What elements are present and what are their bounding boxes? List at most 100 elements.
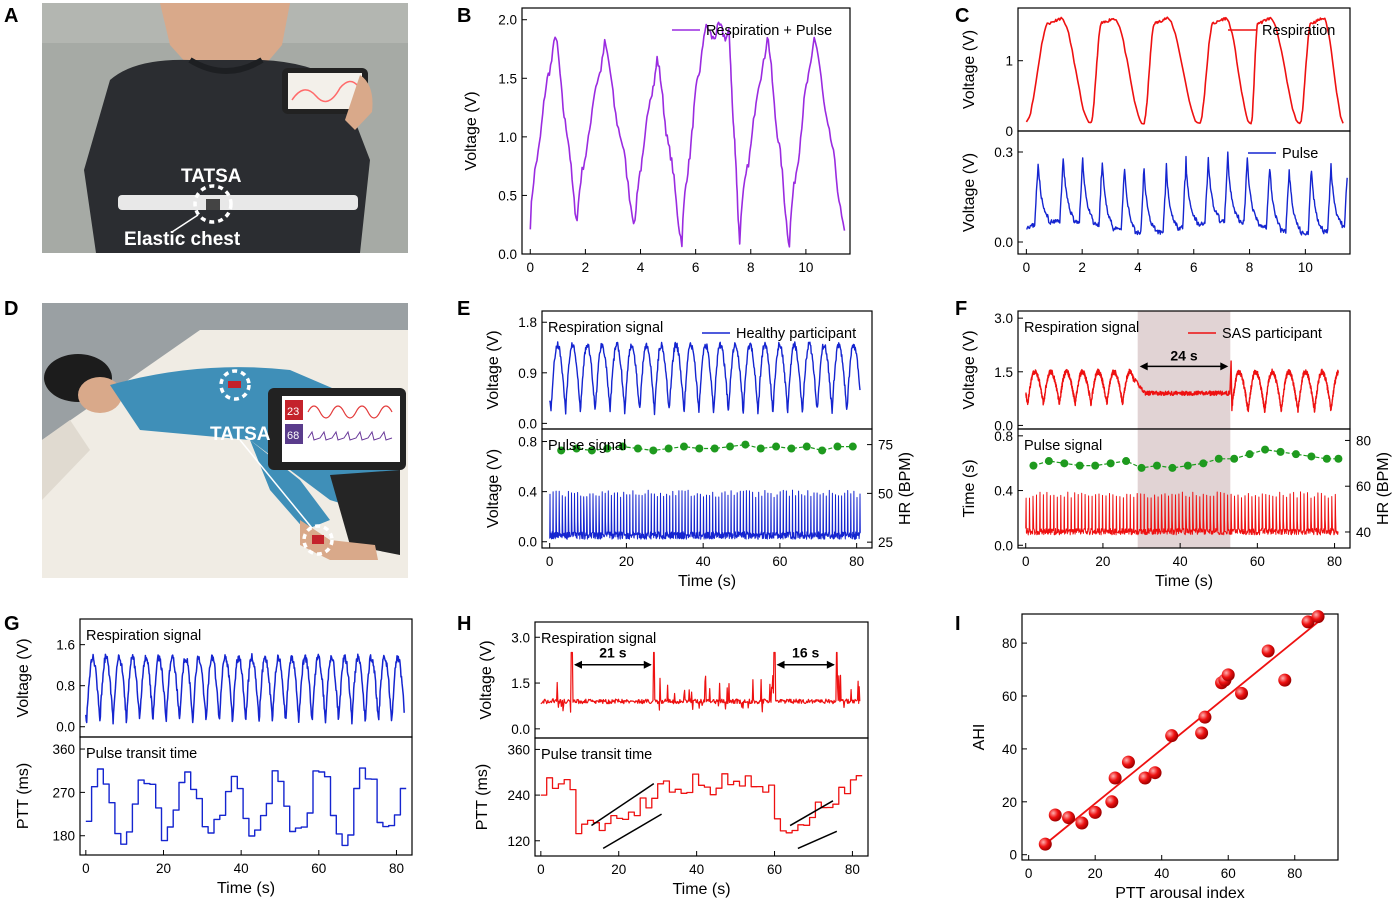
scatter-point-10 bbox=[1165, 729, 1179, 743]
ytick-label-f2-1: 0.4 bbox=[994, 484, 1013, 499]
xtick-label-e2-3: 60 bbox=[772, 554, 787, 569]
xtick-label-f2-0: 0 bbox=[1022, 554, 1030, 569]
ylabel-h2: PTT (ms) bbox=[474, 764, 491, 830]
chart-g-ptt: 180 270 360 0 20 40 60 80 Pulse transit time PTT … bbox=[15, 736, 413, 897]
gap-arrowhead-left-f1 bbox=[1139, 362, 1148, 371]
xtick-label-i-4: 80 bbox=[1287, 866, 1302, 881]
panel-letter-b: B bbox=[457, 5, 471, 27]
hr-point-f-6 bbox=[1122, 457, 1131, 466]
ytick-label-g2-1: 270 bbox=[52, 785, 75, 800]
xtick-label-e2-1: 20 bbox=[619, 554, 634, 569]
hr-point-e-3 bbox=[603, 444, 612, 453]
ylabel-g1: Voltage (V) bbox=[15, 638, 32, 717]
series-line-pulse-healthy bbox=[549, 489, 861, 540]
xtick-label-i-1: 20 bbox=[1088, 866, 1103, 881]
hr-point-f-18 bbox=[1307, 452, 1316, 461]
scatter-point-20 bbox=[1311, 610, 1325, 624]
chart-e-pulse: 0.0 0.4 0.8 0 20 40 60 80 25 50 75 Pulse signal Volt… bbox=[485, 428, 914, 590]
ylabel-i: AHI bbox=[971, 724, 988, 751]
xtick-label-b-1: 2 bbox=[582, 260, 590, 275]
ylabel-right-f2: HR (BPM) bbox=[1375, 452, 1392, 525]
scatter-point-17 bbox=[1261, 644, 1275, 658]
inset-label-e1: Respiration signal bbox=[548, 320, 663, 336]
inset-label-f1: Respiration signal bbox=[1024, 320, 1139, 336]
hr-point-f-9 bbox=[1168, 463, 1177, 472]
photo-a-chest-sensor: TATSA Elastic chest bbox=[42, 3, 408, 254]
hr-point-f-1 bbox=[1044, 457, 1053, 466]
inset-label-f2: Pulse signal bbox=[1024, 438, 1102, 454]
hr-point-f-5 bbox=[1106, 459, 1115, 468]
series-line-ptt-h bbox=[540, 773, 863, 835]
inset-label-h1: Respiration signal bbox=[541, 631, 656, 647]
xlabel-f2: Time (s) bbox=[1155, 573, 1213, 590]
xlabel-g2: Time (s) bbox=[217, 880, 275, 897]
scatter-point-12 bbox=[1198, 710, 1212, 724]
hr-point-f-19 bbox=[1322, 454, 1331, 463]
ytick-label-f1-0: 0.0 bbox=[994, 418, 1013, 433]
xtick-label-g2-1: 20 bbox=[156, 861, 171, 876]
ytick-label-g2-2: 360 bbox=[52, 742, 75, 757]
hr-point-f-8 bbox=[1152, 461, 1161, 470]
hr-point-f-17 bbox=[1291, 450, 1300, 459]
hr-point-e-12 bbox=[741, 440, 750, 449]
ytick-label-b-2: 1.0 bbox=[498, 130, 517, 145]
ytick-label-h2-2: 360 bbox=[507, 742, 530, 757]
scatter-point-4 bbox=[1088, 805, 1102, 819]
hr-point-e-16 bbox=[802, 442, 811, 451]
xlabel-h2: Time (s) bbox=[672, 881, 730, 898]
panel-letter-f: F bbox=[955, 298, 967, 320]
hr-point-e-19 bbox=[848, 442, 857, 451]
ytick-label-e2-0: 0.0 bbox=[518, 535, 537, 550]
scatter-point-6 bbox=[1108, 771, 1122, 785]
scatter-point-1 bbox=[1048, 808, 1062, 822]
hr-point-f-3 bbox=[1075, 461, 1084, 470]
plot-frame-f2 bbox=[1017, 428, 1351, 549]
ytick-label-i-1: 20 bbox=[1002, 795, 1017, 810]
apnea-shade-f1 bbox=[1137, 311, 1231, 429]
hr-point-e-18 bbox=[833, 442, 842, 451]
trend-line-h-2a bbox=[789, 800, 834, 827]
photo-a-belt-label: Elastic chest bbox=[124, 229, 241, 250]
y2tick-label-e2-1: 50 bbox=[878, 486, 893, 501]
xtick-label-f2-1: 20 bbox=[1095, 554, 1110, 569]
phone-hr-value: 23 bbox=[287, 406, 299, 418]
gap-arrowhead-right-h-1 bbox=[826, 660, 835, 669]
photo-d-device-label: TATSA bbox=[210, 424, 271, 445]
y2tick-label-f2-1: 60 bbox=[1356, 479, 1371, 494]
hr-point-f-11 bbox=[1199, 459, 1208, 468]
panel-letter-i: I bbox=[955, 613, 961, 635]
xtick-label-e2-4: 80 bbox=[849, 554, 864, 569]
series-line-respiration-sas bbox=[1025, 360, 1339, 413]
gap-arrowhead-right-h-0 bbox=[643, 660, 652, 669]
chart-f-respiration: 0.0 1.5 3.0 Respiration signal SAS participa… bbox=[961, 310, 1351, 433]
series-line-respiration-g bbox=[85, 652, 405, 725]
xtick-label-g2-2: 40 bbox=[234, 861, 249, 876]
chart-i-scatter: 0 20 40 60 80 0 20 40 60 80 AHI PTT arousal index bbox=[971, 610, 1339, 902]
ytick-label-f1-2: 3.0 bbox=[994, 311, 1013, 326]
ylabel-h1: Voltage (V) bbox=[478, 640, 495, 719]
hr-point-e-17 bbox=[818, 446, 827, 455]
scatter-point-0 bbox=[1038, 837, 1052, 851]
series-line-respiration-h bbox=[540, 651, 861, 713]
hr-point-f-13 bbox=[1230, 454, 1239, 463]
ytick-label-c1-0: 0 bbox=[1005, 124, 1013, 139]
ytick-label-c1-1: 1 bbox=[1005, 54, 1013, 69]
ytick-label-c2-0: 0.0 bbox=[994, 235, 1013, 250]
ylabel-c1: Voltage (V) bbox=[961, 30, 978, 109]
hr-point-e-1 bbox=[572, 444, 581, 453]
ylabel-f2: Time (s) bbox=[961, 459, 978, 517]
xtick-label-e2-0: 0 bbox=[546, 554, 554, 569]
scatter-point-11 bbox=[1195, 726, 1209, 740]
hr-point-f-16 bbox=[1276, 447, 1285, 456]
scatter-point-2 bbox=[1062, 811, 1076, 825]
panel-letter-e: E bbox=[457, 298, 470, 320]
xtick-label-c2-0: 0 bbox=[1023, 260, 1031, 275]
plot-frame-e2 bbox=[541, 428, 873, 549]
gap-label-h-1: 16 s bbox=[792, 645, 819, 661]
ylabel-b: Voltage (V) bbox=[463, 91, 480, 170]
hr-point-e-15 bbox=[787, 444, 796, 453]
ytick-label-e1-0: 0.0 bbox=[518, 416, 537, 431]
scatter-point-5 bbox=[1105, 795, 1119, 809]
